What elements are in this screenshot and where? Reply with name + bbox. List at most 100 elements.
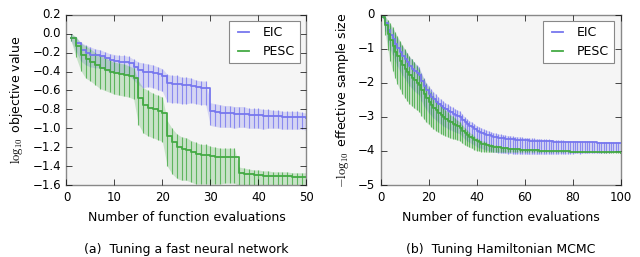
PESC <box>77 53 84 56</box>
EIC <box>101 57 109 60</box>
EIC <box>255 114 262 117</box>
EIC <box>435 103 442 106</box>
EIC <box>250 114 257 117</box>
PESC <box>240 172 248 175</box>
EIC <box>197 86 205 89</box>
PESC <box>221 155 228 158</box>
PESC <box>230 155 238 158</box>
EIC <box>106 59 113 62</box>
EIC <box>521 139 529 142</box>
Title: (b)  Tuning Hamiltonian MCMC: (b) Tuning Hamiltonian MCMC <box>406 243 595 256</box>
EIC <box>303 116 310 120</box>
PESC <box>259 174 267 177</box>
PESC <box>605 151 612 154</box>
EIC <box>379 15 387 18</box>
EIC <box>144 70 152 73</box>
EIC <box>202 86 209 89</box>
PESC <box>197 153 205 156</box>
PESC <box>245 172 253 175</box>
EIC <box>130 65 138 68</box>
PESC <box>106 70 113 73</box>
PESC <box>72 44 80 48</box>
EIC <box>240 113 248 116</box>
EIC <box>82 51 90 54</box>
Line: PESC: PESC <box>383 16 621 153</box>
EIC <box>274 114 282 117</box>
EIC <box>617 142 625 145</box>
EIC <box>425 92 433 95</box>
PESC <box>154 110 161 113</box>
EIC <box>605 141 612 144</box>
EIC <box>207 110 214 113</box>
EIC <box>111 60 118 63</box>
PESC <box>67 36 75 39</box>
EIC <box>159 75 166 78</box>
PESC <box>269 174 276 177</box>
PESC <box>140 103 147 106</box>
PESC <box>163 134 171 137</box>
PESC <box>111 72 118 75</box>
Line: EIC: EIC <box>383 16 621 143</box>
PESC <box>250 173 257 176</box>
PESC <box>211 155 219 158</box>
PESC <box>101 68 109 71</box>
X-axis label: Number of function evaluations: Number of function evaluations <box>88 210 285 224</box>
PESC <box>425 100 433 103</box>
PESC <box>274 174 282 177</box>
EIC <box>288 115 296 118</box>
EIC <box>140 70 147 73</box>
EIC <box>134 68 142 71</box>
Legend: EIC, PESC: EIC, PESC <box>543 21 614 63</box>
EIC <box>278 115 286 118</box>
EIC <box>259 114 267 117</box>
PESC <box>288 175 296 178</box>
EIC <box>245 114 253 117</box>
PESC <box>144 106 152 109</box>
PESC <box>216 155 224 158</box>
PESC <box>178 148 186 151</box>
PESC <box>188 150 195 153</box>
EIC <box>67 36 75 39</box>
PESC <box>207 154 214 157</box>
EIC <box>221 112 228 115</box>
PESC <box>202 153 209 156</box>
PESC <box>379 15 387 18</box>
EIC <box>264 114 272 117</box>
EIC <box>192 85 200 88</box>
PESC <box>264 174 272 177</box>
EIC <box>230 113 238 116</box>
EIC <box>154 73 161 76</box>
PESC <box>598 151 605 154</box>
EIC <box>163 81 171 85</box>
EIC <box>598 141 605 144</box>
EIC <box>120 61 128 64</box>
EIC <box>293 115 301 118</box>
PESC <box>120 74 128 77</box>
Line: EIC: EIC <box>71 38 307 118</box>
Y-axis label: $\log_{10}$ objective value: $\log_{10}$ objective value <box>8 36 26 164</box>
EIC <box>226 112 234 115</box>
Title: (a)  Tuning a fast neural network: (a) Tuning a fast neural network <box>84 243 289 256</box>
EIC <box>188 84 195 87</box>
PESC <box>86 61 94 64</box>
EIC <box>298 115 305 118</box>
PESC <box>92 63 99 67</box>
PESC <box>134 96 142 99</box>
EIC <box>77 48 84 51</box>
PESC <box>298 175 305 178</box>
PESC <box>82 58 90 61</box>
PESC <box>115 73 123 76</box>
PESC <box>278 174 286 177</box>
Line: PESC: PESC <box>71 38 307 177</box>
EIC <box>92 54 99 57</box>
EIC <box>284 115 291 118</box>
EIC <box>269 114 276 117</box>
PESC <box>236 171 243 174</box>
PESC <box>303 175 310 178</box>
Legend: EIC, PESC: EIC, PESC <box>229 21 300 63</box>
EIC <box>149 71 157 74</box>
PESC <box>192 152 200 155</box>
PESC <box>617 151 625 154</box>
EIC <box>115 61 123 64</box>
EIC <box>502 137 509 140</box>
